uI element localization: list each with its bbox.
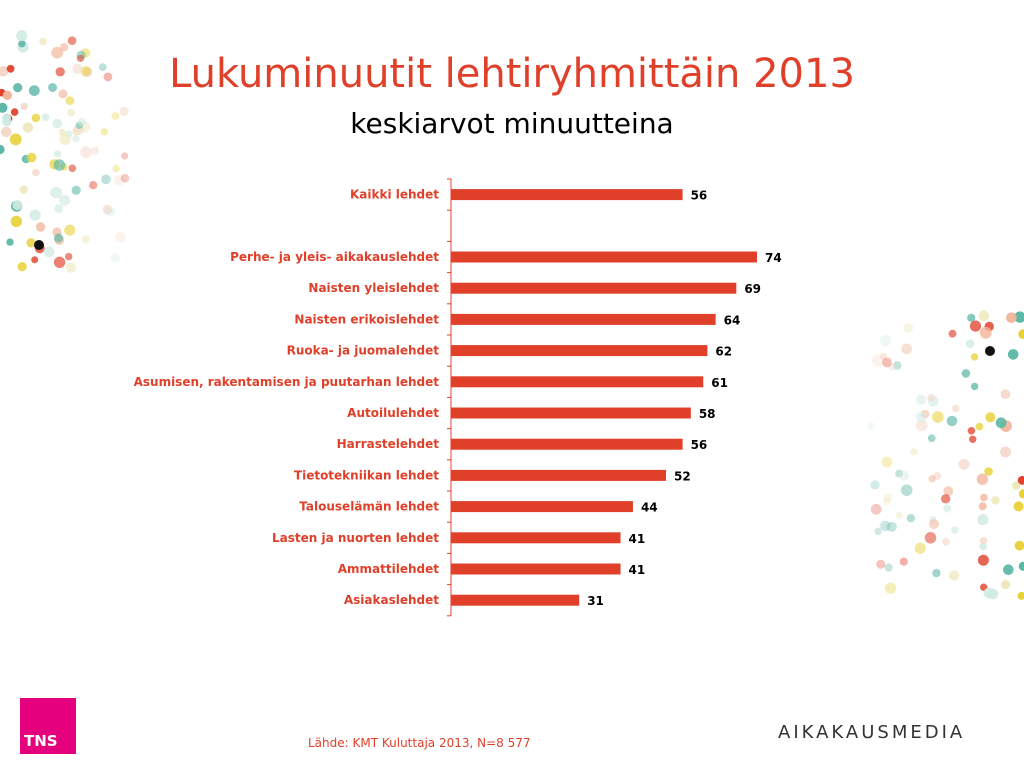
data-label: 56 [691, 189, 708, 203]
bar [451, 407, 691, 419]
bar [451, 469, 667, 481]
bar [451, 345, 708, 357]
tns-logo-text: TNS [24, 732, 58, 750]
category-label: Perhe- ja yleis- aikakauslehdet [230, 250, 439, 264]
data-label: 74 [765, 251, 782, 265]
bar [451, 282, 737, 294]
bar [451, 251, 757, 263]
category-label: Ruoka- ja juomalehdet [287, 344, 440, 358]
data-label: 62 [715, 345, 732, 359]
category-label: Autoilulehdet [347, 406, 439, 420]
category-label: Naisten yleislehdet [308, 281, 439, 295]
data-label: 41 [629, 532, 646, 546]
chart-title: Lukuminuutit lehtiryhmittäin 2013 [169, 51, 855, 97]
data-label: 31 [587, 594, 604, 608]
data-label: 41 [629, 563, 646, 577]
data-label: 58 [699, 407, 716, 421]
tns-logo: TNS [20, 698, 76, 754]
bar [451, 501, 633, 513]
category-label: Naisten erikoislehdet [294, 312, 439, 326]
data-label: 52 [674, 469, 691, 483]
data-label: 44 [641, 501, 658, 515]
category-label: Talouselämän lehdet [299, 500, 439, 514]
source-note: Lähde: KMT Kuluttaja 2013, N=8 577 [308, 736, 531, 750]
category-label: Ammattilehdet [338, 562, 440, 576]
bar [451, 438, 683, 450]
bar [451, 313, 716, 325]
bar [451, 594, 580, 606]
bar [451, 532, 621, 544]
category-label: Lasten ja nuorten lehdet [272, 531, 439, 545]
data-label: 64 [724, 313, 741, 327]
data-label: 56 [691, 438, 708, 452]
bar [451, 376, 704, 388]
data-label: 69 [744, 282, 761, 296]
category-label: Tietotekniikan lehdet [294, 468, 439, 482]
category-label: Asiakaslehdet [344, 593, 439, 607]
bar [451, 563, 621, 575]
category-label: Harrastelehdet [337, 437, 440, 451]
aikakausmedia-logo: AIKAKAUSMEDIA [778, 722, 966, 743]
chart-subtitle: keskiarvot minuutteina [350, 107, 674, 140]
bar [451, 189, 683, 201]
category-label: Kaikki lehdet [350, 188, 439, 202]
category-label: Asumisen, rakentamisen ja puutarhan lehd… [134, 375, 440, 389]
data-label: 61 [711, 376, 728, 390]
